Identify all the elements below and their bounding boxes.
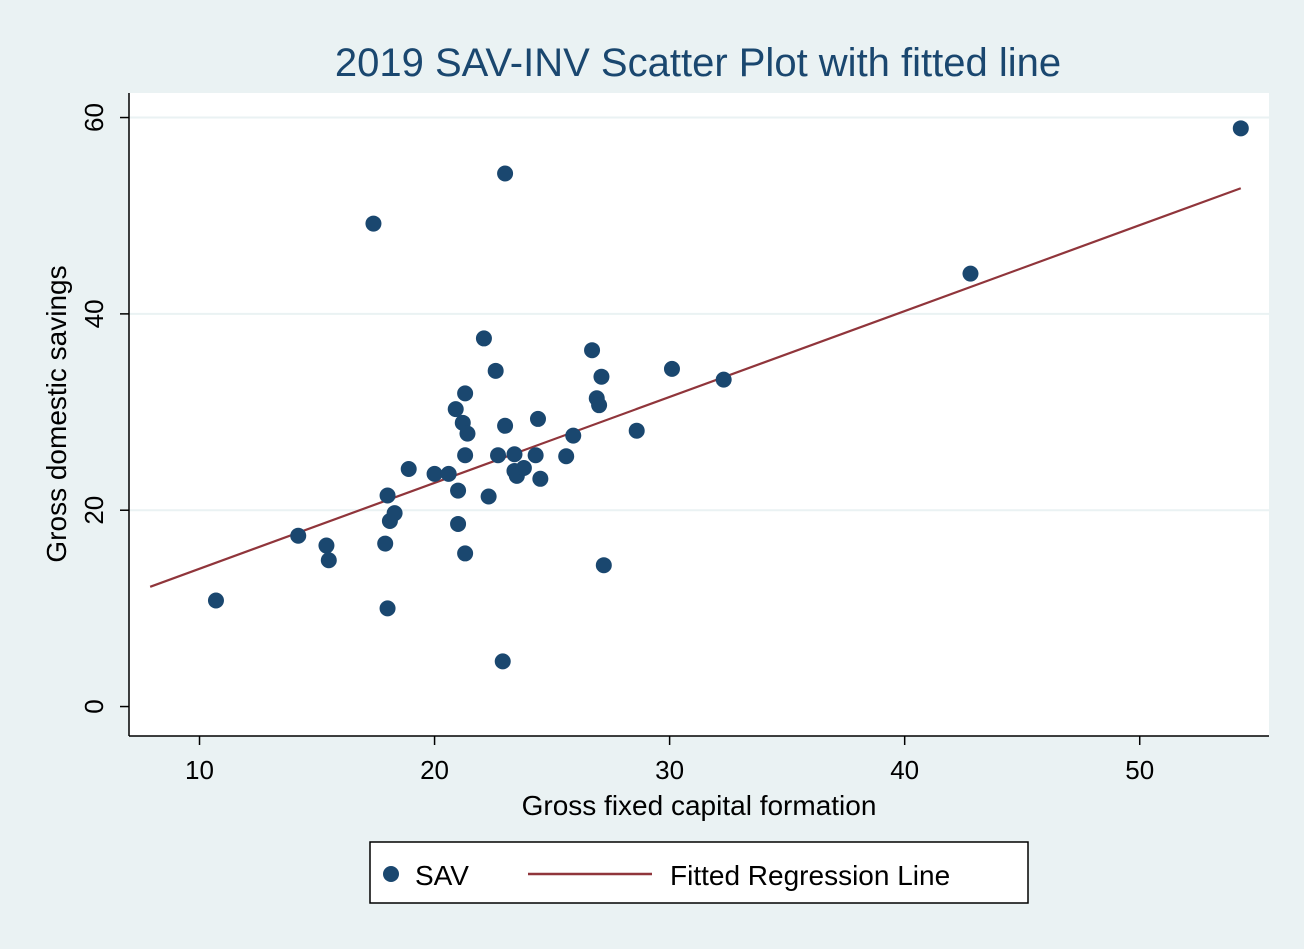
fitted-line-layer bbox=[149, 187, 1242, 588]
scatter-point bbox=[494, 653, 511, 670]
x-axis-title: Gross fixed capital formation bbox=[522, 790, 877, 821]
scatter-point bbox=[207, 592, 224, 609]
x-tick-label: 20 bbox=[420, 755, 449, 785]
scatter-point bbox=[379, 487, 396, 504]
scatter-point bbox=[450, 515, 467, 532]
scatter-point bbox=[447, 401, 464, 418]
y-tick-label: 60 bbox=[79, 103, 109, 132]
scatter-point bbox=[290, 527, 307, 544]
scatter-point bbox=[459, 425, 476, 442]
legend-box bbox=[369, 841, 1029, 904]
scatter-point bbox=[497, 417, 514, 434]
scatter-point bbox=[591, 397, 608, 414]
scatter-point bbox=[497, 165, 514, 182]
scatter-point bbox=[320, 552, 337, 569]
x-tick-label: 30 bbox=[655, 755, 684, 785]
scatter-point bbox=[377, 535, 394, 552]
scatter-point bbox=[584, 342, 601, 359]
y-tick-label: 40 bbox=[79, 299, 109, 328]
scatter-point bbox=[490, 447, 507, 464]
scatter-point bbox=[487, 362, 504, 379]
scatter-point bbox=[515, 460, 532, 477]
scatter-point bbox=[529, 410, 546, 427]
y-tick-label: 0 bbox=[79, 699, 109, 713]
scatter-point bbox=[365, 215, 382, 232]
x-tick-label: 10 bbox=[185, 755, 214, 785]
scatter-point bbox=[457, 447, 474, 464]
scatter-point bbox=[426, 465, 443, 482]
axes: 0 20 40 60 10 20 30 40 50 bbox=[79, 93, 1269, 785]
scatter-point bbox=[558, 448, 575, 465]
scatter-point bbox=[457, 385, 474, 402]
scatter-point bbox=[457, 545, 474, 562]
scatter-point bbox=[318, 537, 335, 554]
legend: SAV Fitted Regression Line bbox=[369, 841, 1029, 904]
plot-area bbox=[129, 93, 1269, 736]
scatter-point bbox=[527, 447, 544, 464]
scatter-point bbox=[450, 482, 467, 499]
scatter-point bbox=[715, 371, 732, 388]
scatter-point bbox=[532, 470, 549, 487]
scatter-point bbox=[379, 600, 396, 617]
x-tick-label: 50 bbox=[1125, 755, 1154, 785]
scatter-point bbox=[1232, 120, 1249, 137]
scatter-point bbox=[628, 422, 645, 439]
scatter-point bbox=[386, 505, 403, 522]
legend-scatter-marker bbox=[383, 866, 399, 882]
scatter-point bbox=[962, 265, 979, 282]
x-tick-label: 40 bbox=[890, 755, 919, 785]
scatter-points bbox=[207, 120, 1249, 670]
scatter-point bbox=[595, 557, 612, 574]
scatter-point bbox=[565, 427, 582, 444]
scatter-point bbox=[506, 446, 523, 463]
scatter-point bbox=[480, 488, 497, 505]
legend-label-fitted-line: Fitted Regression Line bbox=[670, 860, 950, 891]
scatter-point bbox=[400, 460, 417, 477]
fitted-regression-line bbox=[149, 187, 1242, 588]
chart-title: 2019 SAV-INV Scatter Plot with fitted li… bbox=[335, 41, 1061, 85]
scatter-point bbox=[663, 360, 680, 377]
legend-label-sav: SAV bbox=[415, 860, 469, 891]
y-axis-title: Gross domestic savings bbox=[41, 265, 72, 562]
scatter-point bbox=[440, 465, 457, 482]
scatter-point bbox=[593, 368, 610, 385]
y-tick-label: 20 bbox=[79, 496, 109, 525]
scatter-point bbox=[475, 330, 492, 347]
grid-lines bbox=[129, 116, 1269, 512]
